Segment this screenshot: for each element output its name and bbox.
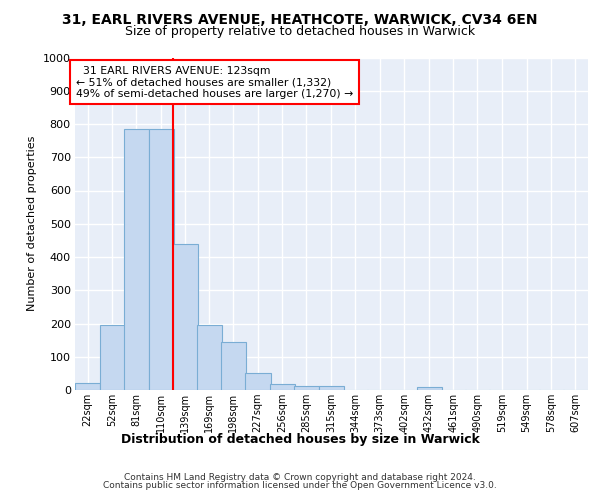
Bar xyxy=(173,244,198,390)
Text: Contains HM Land Registry data © Crown copyright and database right 2024.: Contains HM Land Registry data © Crown c… xyxy=(124,472,476,482)
Bar xyxy=(197,325,222,390)
Bar xyxy=(294,386,319,390)
Bar xyxy=(75,384,100,390)
Bar xyxy=(221,342,246,390)
Bar xyxy=(319,386,344,390)
Bar xyxy=(124,129,149,390)
Bar xyxy=(417,386,442,390)
Text: Contains public sector information licensed under the Open Government Licence v3: Contains public sector information licen… xyxy=(103,481,497,490)
Bar xyxy=(149,129,173,390)
Text: 31 EARL RIVERS AVENUE: 123sqm  
← 51% of detached houses are smaller (1,332)
49%: 31 EARL RIVERS AVENUE: 123sqm ← 51% of d… xyxy=(76,66,353,99)
Bar xyxy=(245,374,271,390)
Y-axis label: Number of detached properties: Number of detached properties xyxy=(27,136,37,312)
Text: 31, EARL RIVERS AVENUE, HEATHCOTE, WARWICK, CV34 6EN: 31, EARL RIVERS AVENUE, HEATHCOTE, WARWI… xyxy=(62,12,538,26)
Bar xyxy=(269,384,295,390)
Bar xyxy=(100,325,125,390)
Text: Distribution of detached houses by size in Warwick: Distribution of detached houses by size … xyxy=(121,432,479,446)
Text: Size of property relative to detached houses in Warwick: Size of property relative to detached ho… xyxy=(125,25,475,38)
